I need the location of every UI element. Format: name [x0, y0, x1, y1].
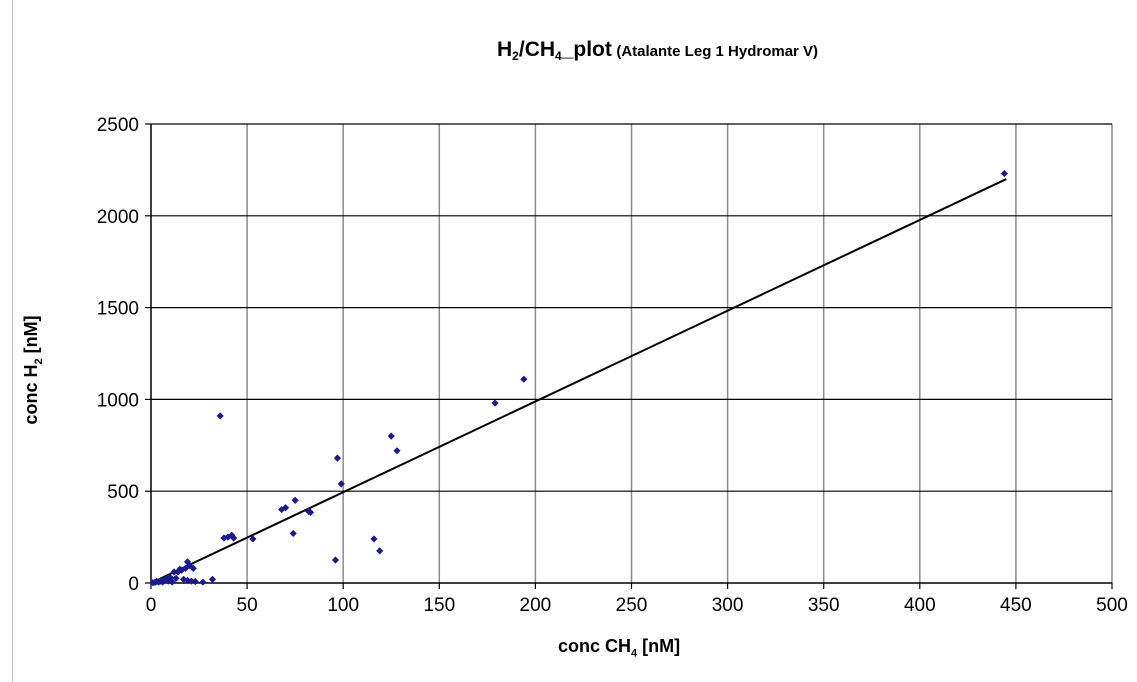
x-axis-label: conc CH4 [nM]	[558, 636, 680, 660]
data-point	[216, 412, 224, 420]
data-point	[331, 556, 340, 564]
y-tick-label: 1500	[97, 299, 139, 320]
x-tick-label: 0	[146, 595, 157, 616]
y-axis-label-subscript: 2	[32, 358, 45, 365]
data-point	[185, 561, 194, 570]
data-point	[520, 375, 528, 383]
data-point	[1000, 169, 1008, 178]
data-point	[199, 578, 207, 586]
data-point	[249, 535, 257, 543]
chart-title: H2/CH4_plot (Atalante Leg 1 Hydromar V)	[497, 38, 818, 63]
data-point	[224, 533, 232, 541]
data-point	[393, 447, 401, 455]
title-slash-ch: /CH	[518, 38, 556, 61]
data-point	[191, 577, 199, 586]
y-tick-label: 2000	[97, 207, 139, 228]
data-point	[278, 505, 286, 514]
data-point	[370, 535, 378, 543]
data-point	[153, 577, 161, 586]
y-tick-label: 500	[107, 482, 139, 503]
x-tick-label: 150	[423, 595, 455, 616]
x-tick-label: 100	[327, 595, 359, 616]
data-point	[170, 568, 178, 576]
x-tick-label: 300	[712, 595, 744, 616]
x-axis-label-subscript: 4	[631, 647, 638, 660]
y-axis-label-unit: [nM]	[21, 315, 42, 359]
x-axis-label-main: conc CH	[558, 636, 632, 656]
x-tick-label: 350	[808, 595, 840, 616]
x-tick-label: 200	[520, 595, 552, 616]
y-tick-label: 2500	[97, 115, 139, 136]
y-tick-label: 0	[128, 574, 139, 595]
data-point	[164, 574, 172, 583]
chart-subtitle: (Atalante Leg 1 Hydromar V)	[616, 43, 819, 60]
title-h2: H	[497, 38, 513, 61]
data-point	[220, 534, 228, 542]
data-point	[376, 547, 384, 555]
trendline	[150, 178, 1007, 584]
title-suffix: _plot	[561, 38, 612, 61]
data-point	[168, 578, 176, 586]
data-point	[289, 529, 297, 538]
y-axis-label: conc H2 [nM]	[21, 315, 45, 424]
data-point	[183, 558, 192, 566]
y-axis-label-main: conc H	[21, 364, 42, 425]
data-point	[228, 531, 236, 539]
data-point	[174, 568, 182, 576]
data-point	[208, 575, 217, 583]
x-tick-label: 250	[616, 595, 648, 616]
title-h2-subscript: 2	[512, 49, 519, 64]
data-point	[183, 576, 192, 584]
y-tick-label: 1000	[97, 390, 139, 411]
title-ch4-subscript: 4	[555, 49, 562, 64]
x-tick-label: 50	[237, 595, 258, 616]
data-point	[172, 574, 180, 583]
data-point	[291, 496, 299, 504]
data-point	[149, 579, 157, 587]
x-tick-label: 400	[904, 595, 936, 616]
data-point	[158, 578, 167, 586]
data-point	[337, 480, 345, 488]
data-point	[333, 454, 342, 462]
left-border-line	[12, 0, 13, 682]
x-tick-label: 500	[1096, 595, 1128, 616]
data-point	[230, 534, 238, 542]
data-point	[189, 564, 197, 572]
data-point	[491, 399, 499, 407]
x-tick-label: 450	[1000, 595, 1032, 616]
data-point	[178, 566, 186, 574]
data-point	[306, 508, 315, 516]
x-axis-label-unit: [nM]	[637, 636, 681, 656]
data-point	[387, 432, 395, 440]
